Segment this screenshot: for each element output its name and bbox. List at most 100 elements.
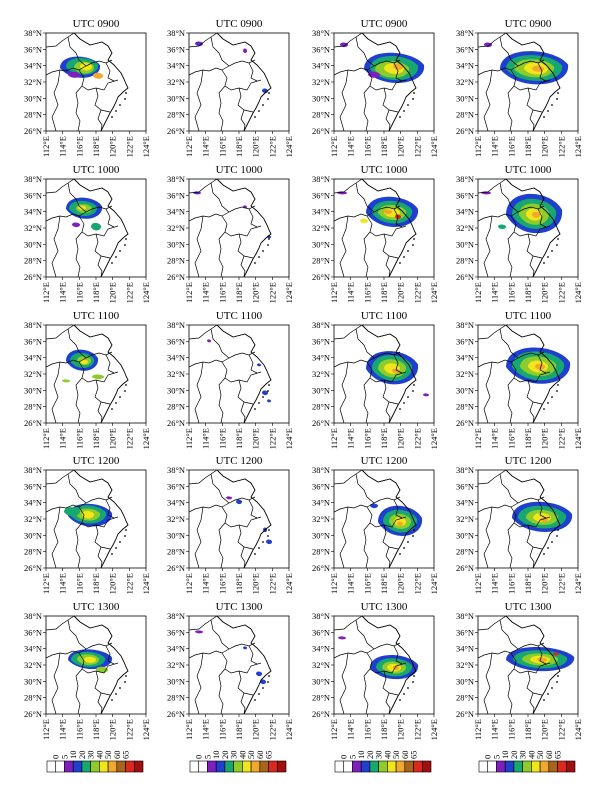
lat-label: 38°N [312,174,330,184]
province-border [75,377,83,423]
colorbar-tick-label: 5 [202,755,212,759]
colorbar-swatch [548,760,558,773]
coastline [73,470,129,568]
lon-label: 114°E [58,573,68,594]
lat-label: 32°N [456,369,474,379]
island [119,541,121,543]
lat-label: 30°N [456,93,474,103]
lat-label: 32°N [24,514,42,524]
lat-label: 34°N [456,353,474,363]
island [268,92,270,94]
lon-label: 124°E [141,573,151,594]
lat-label: 36°N [167,336,185,346]
panel-title: UTC 0900 [361,18,408,30]
colorbar-tick-label: 20 [509,751,519,760]
lon-label: 118°E [234,719,244,740]
lon-label: 116°E [506,428,516,449]
lon-label: 112°E [473,282,483,303]
reflectivity-echo [68,71,81,78]
map-area [189,33,289,131]
map-panel: UTC 1200 38°N 36°N 34°N 32°N 30°N 28°N 26°N112°… [312,455,439,594]
province-border [526,670,543,696]
lat-label: 34°N [24,207,42,217]
lon-label: 124°E [573,573,583,594]
map-panel: UTC 1200 38°N 36°N 34°N 32°N 30°N 28°N 26°N112°… [456,455,583,594]
island [268,238,270,240]
lon-label: 124°E [573,282,583,303]
lon-label: 118°E [379,573,389,594]
province-border [248,208,258,228]
lon-label: 122°E [124,136,134,157]
reflectivity-echo [540,517,549,523]
lat-label: 36°N [167,481,185,491]
province-border [78,361,119,383]
colorbar-tick-label: 65 [121,751,131,760]
province-border [78,506,119,528]
lon-label: 122°E [267,719,277,740]
province-border [385,401,391,423]
island [267,681,269,683]
province-border [363,668,371,714]
reflectivity-echo [82,510,95,519]
lat-label: 26°N [456,126,474,136]
island [258,256,260,258]
province-border [218,668,226,714]
island [399,116,401,118]
province-border [189,616,218,631]
province-border [393,208,403,228]
province-border [478,359,512,368]
lon-label: 120°E [396,719,406,740]
colorbar-swatch [81,760,91,773]
panel-title: UTC 1300 [216,601,263,613]
island [547,547,549,549]
province-border [221,496,256,508]
lat-label: 30°N [24,385,42,395]
province-border [46,504,80,513]
lon-label: 114°E [346,282,356,303]
map-background [334,179,434,277]
lon-label: 120°E [251,428,261,449]
province-border [221,361,262,383]
province-border [105,62,115,82]
coastline [361,616,417,714]
lat-label: 36°N [456,627,474,637]
lat-label: 36°N [312,44,330,54]
coastline [361,33,417,131]
province-border [526,379,543,405]
lat-label: 38°N [456,320,474,330]
island [111,699,113,701]
lat-label: 32°N [24,77,42,87]
lat-label: 28°N [167,547,185,557]
map-panel: UTC 1000 38°N 36°N 34°N 32°N 30°N 28°N 26°N112°… [312,164,439,303]
colorbar-tick-label: 50 [246,751,256,760]
colorbar-swatch [369,760,379,773]
province-border [526,87,543,113]
map-area [46,33,146,131]
panel-title: UTC 1200 [73,455,120,467]
island [556,681,558,683]
coastline [73,33,129,131]
province-border [78,205,113,217]
lon-label: 124°E [573,719,583,740]
province-border [483,652,493,714]
island [254,262,256,264]
lon-label: 116°E [362,136,372,157]
province-border [510,652,551,674]
lat-label: 32°N [456,223,474,233]
island [267,244,269,246]
province-border [363,377,371,423]
province-border [221,215,262,237]
province-border [237,524,254,550]
lon-label: 114°E [201,136,211,157]
panel-title: UTC 1300 [73,601,120,613]
province-border [210,182,230,213]
lat-label: 38°N [24,320,42,330]
island [413,675,415,677]
lat-label: 26°N [167,272,185,282]
island [556,98,558,100]
colorbar-tick-label: 40 [382,751,392,760]
reflectivity-echo [195,630,204,634]
panel-title: UTC 1200 [505,455,552,467]
lat-label: 30°N [167,530,185,540]
